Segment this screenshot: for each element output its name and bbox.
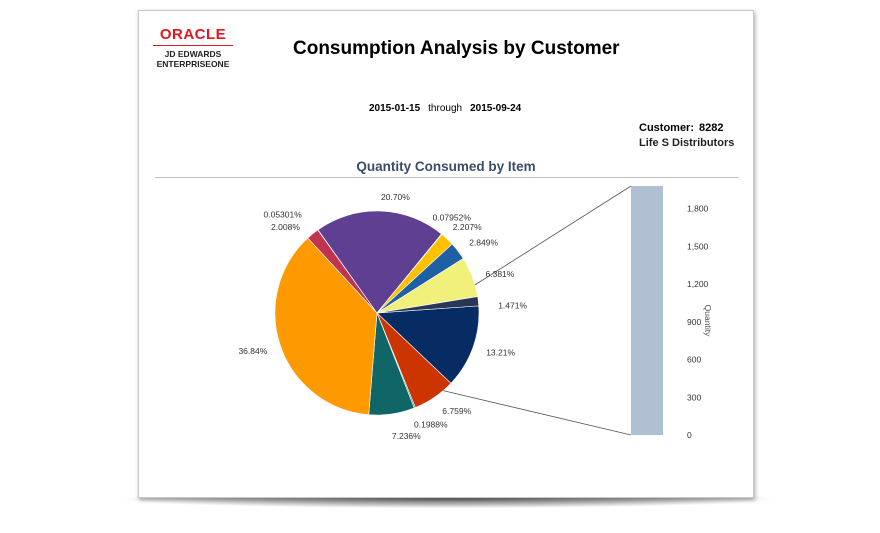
- slice-label-9: 2.207%: [453, 222, 482, 232]
- slice-label-5: 2.008%: [271, 222, 300, 232]
- slice-label-2: 0.1988%: [414, 420, 448, 430]
- date-range: 2015-01-15 through 2015-09-24: [369, 103, 521, 114]
- detail-tick-0: 0: [687, 430, 692, 440]
- slice-label-0: 13.21%: [486, 347, 515, 357]
- customer-name: Life S Distributors: [639, 137, 735, 149]
- through-label: through: [428, 103, 463, 114]
- pie-slice-0: [376, 305, 480, 384]
- detail-tick-5: 1,500: [687, 241, 709, 251]
- slice-label-3: 7.236%: [392, 431, 421, 441]
- chart-title: Quantity Consumed by Item: [356, 159, 536, 174]
- detail-bar-rect: [631, 186, 663, 435]
- customer-label: Customer:: [639, 122, 695, 134]
- logo-brand: ORACLE: [159, 26, 227, 43]
- customer-number: 8282: [699, 122, 724, 134]
- logo-line-2: ENTERPRISEONE: [156, 59, 230, 69]
- start-date: 2015-01-15: [369, 103, 421, 114]
- detail-connectors: [443, 185, 632, 436]
- chart-title-rule: [155, 177, 739, 178]
- detail-tick-6: 1,800: [687, 204, 709, 214]
- slice-label-4: 36.84%: [238, 346, 267, 356]
- detail-tick-3: 900: [687, 317, 701, 327]
- pie-chart: 13.21% 6.759% 0.1988%7.236% 36.84% 2.008% 0.0…: [238, 185, 713, 441]
- detail-tick-1: 300: [687, 392, 701, 402]
- end-date: 2015-09-24: [470, 103, 522, 114]
- customer-line: Customer: 8282: [639, 122, 724, 134]
- connector-top: [474, 185, 632, 286]
- pie-slice-4: [274, 237, 378, 415]
- pie-slice-7: [317, 210, 442, 314]
- report-page: ORACLE JD EDWARDS ENTERPRISEONE Consumpt…: [138, 10, 754, 498]
- slice-label-7: 20.70%: [381, 192, 410, 202]
- logo-line-1: JD EDWARDS: [164, 49, 222, 59]
- detail-tick-4: 1,200: [687, 279, 709, 289]
- pie-slices: [274, 210, 480, 416]
- oracle-jde-logo: ORACLE JD EDWARDS ENTERPRISEONE: [153, 27, 233, 69]
- detail-tick-2: 600: [687, 355, 701, 365]
- slice-label-6: 0.05301%: [264, 209, 303, 219]
- detail-axis-title: Quantity: [703, 305, 713, 337]
- slice-label-8: 0.07952%: [433, 212, 472, 222]
- pie-slice-12: [376, 296, 480, 314]
- slice-label-11: 6.381%: [486, 269, 515, 279]
- slice-label-10: 2.849%: [469, 238, 498, 248]
- slice-label-1: 6.759%: [442, 406, 471, 416]
- connector-bottom: [443, 390, 632, 436]
- report-title: Consumption Analysis by Customer: [293, 38, 620, 59]
- slice-label-12: 1.471%: [498, 301, 527, 311]
- slice-labels: 13.21% 6.759% 0.1988%7.236% 36.84% 2.008% 0.0…: [238, 192, 527, 441]
- detail-bar: 0 300 600 900 1,200 1,500 1,800 Quantity: [631, 186, 713, 440]
- logo-rule: [153, 45, 233, 46]
